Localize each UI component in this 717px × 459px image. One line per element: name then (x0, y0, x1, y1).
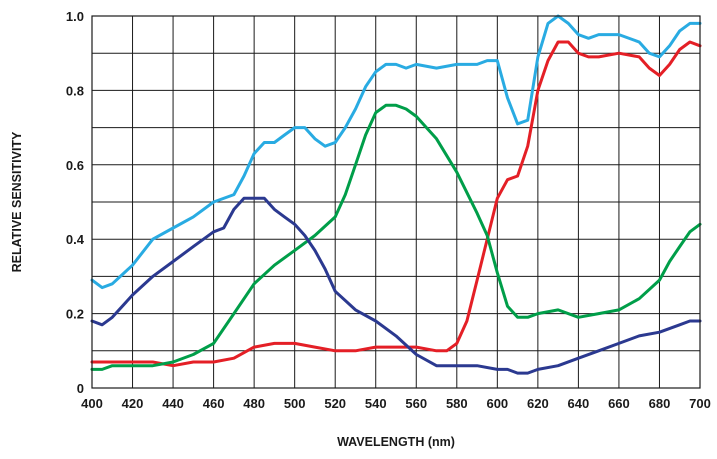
x-tick-label: 400 (81, 396, 103, 411)
x-axis-title: WAVELENGTH (nm) (337, 435, 455, 449)
y-tick-label: 0.6 (66, 158, 84, 173)
y-tick-label: 1.0 (66, 9, 84, 24)
x-tick-labels: 400 420 440 460 480 500 520 540 560 580 600 620 640 6… (81, 396, 711, 411)
y-axis-title: RELATIVE SENSITIVITY (10, 131, 24, 272)
x-tick-label: 580 (446, 396, 468, 411)
x-tick-label: 440 (162, 396, 184, 411)
series-line-2 (90, 40, 702, 368)
x-tick-label: 460 (203, 396, 225, 411)
series-line-3 (90, 103, 702, 371)
x-tick-label: 500 (284, 396, 306, 411)
series-line-1 (90, 14, 702, 290)
plot-frame (91, 15, 701, 389)
series-group (90, 14, 702, 375)
series-line-4 (90, 196, 702, 375)
x-tick-label: 420 (122, 396, 144, 411)
x-tick-label: 640 (568, 396, 590, 411)
y-tick-labels: 0 0.2 0.4 0.6 0.8 1.0 (66, 9, 85, 396)
x-tick-label: 660 (608, 396, 630, 411)
x-tick-label: 700 (689, 396, 711, 411)
x-tick-label: 560 (405, 396, 427, 411)
y-tick-label: 0.8 (66, 83, 84, 98)
x-tick-label: 520 (324, 396, 346, 411)
x-tick-label: 540 (365, 396, 387, 411)
x-tick-label: 600 (486, 396, 508, 411)
x-tick-label: 680 (649, 396, 671, 411)
y-tick-label: 0.4 (66, 232, 85, 247)
x-tick-label: 480 (243, 396, 265, 411)
grid (91, 16, 701, 388)
x-tick-label: 620 (527, 396, 549, 411)
y-tick-label: 0 (77, 381, 84, 396)
y-tick-label: 0.2 (66, 307, 84, 322)
